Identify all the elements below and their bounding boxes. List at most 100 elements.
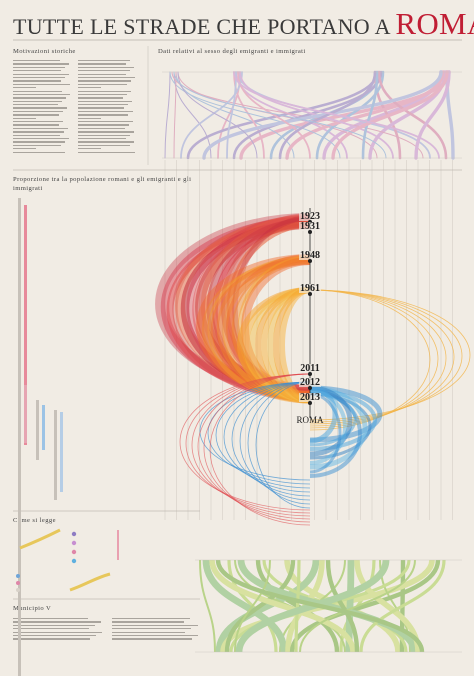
motivazioni-text-column-2	[78, 60, 136, 155]
year-label-bg	[299, 222, 321, 231]
text-line	[112, 628, 192, 630]
text-line	[13, 151, 66, 153]
population-bar	[36, 400, 39, 460]
text-line	[13, 104, 59, 106]
year-label-2011: 2011	[300, 363, 319, 374]
sex-distribution-axis	[162, 71, 462, 159]
migration-arc	[199, 381, 311, 481]
sex-flow	[226, 71, 237, 159]
text-line	[78, 107, 124, 109]
sex-flow	[331, 70, 449, 160]
sex-flow	[232, 70, 383, 160]
text-line	[13, 100, 63, 102]
sex-flow	[164, 71, 171, 159]
migration-arc	[231, 381, 311, 497]
sex-flow	[239, 70, 451, 160]
legend-dot	[71, 531, 77, 537]
text-line	[78, 93, 128, 96]
legend-dot	[71, 549, 77, 555]
migration-arc	[309, 385, 353, 457]
migration-arc	[215, 381, 311, 489]
year-label-bg	[299, 393, 321, 402]
text-line	[78, 137, 126, 140]
roma-center-label: ROMA	[296, 415, 324, 425]
text-line	[78, 134, 130, 136]
green-flow	[202, 559, 288, 653]
text-line	[112, 621, 184, 623]
text-line	[13, 628, 89, 630]
legend-dot	[16, 588, 20, 592]
year-label-bg	[299, 378, 321, 387]
text-line	[78, 127, 125, 130]
legend-dot	[16, 581, 20, 585]
text-line	[78, 83, 127, 86]
year-dot	[308, 372, 312, 376]
migration-arc	[309, 392, 342, 474]
sex-flow	[377, 70, 448, 160]
text-line	[13, 624, 95, 627]
text-line	[112, 631, 185, 633]
sex-flow	[173, 71, 177, 159]
legend-dot	[71, 558, 77, 564]
year-dot	[308, 259, 312, 263]
year-label-bg	[299, 284, 321, 293]
year-label-bg	[299, 364, 321, 373]
legend-sample-flow	[69, 572, 111, 592]
text-line	[78, 148, 102, 150]
text-line	[13, 638, 90, 640]
green-flow	[199, 559, 216, 653]
text-line	[78, 63, 126, 65]
migration-arc	[201, 257, 311, 402]
legend-sample-flow	[19, 528, 61, 550]
migration-arc	[172, 215, 311, 402]
migration-arc	[309, 289, 439, 429]
text-line	[78, 114, 129, 116]
legend-dot	[16, 574, 20, 578]
population-bar	[54, 410, 57, 500]
year-label-bg	[299, 251, 321, 260]
green-flow	[234, 559, 271, 653]
migration-arc	[247, 381, 311, 505]
text-line	[78, 144, 131, 147]
text-line	[13, 634, 96, 637]
text-line	[78, 70, 131, 72]
migration-arc	[309, 289, 447, 427]
text-line	[13, 137, 69, 140]
population-bar	[42, 405, 45, 450]
migration-arc	[209, 373, 311, 526]
population-bars	[18, 198, 63, 676]
text-line	[78, 73, 127, 75]
text-line	[78, 104, 128, 106]
text-line	[13, 97, 67, 99]
migration-arc	[255, 381, 311, 509]
text-line	[78, 131, 134, 133]
text-line	[13, 87, 37, 89]
green-flow	[224, 559, 296, 653]
text-line	[13, 131, 65, 133]
green-flow	[294, 559, 301, 653]
population-bar	[60, 412, 63, 492]
text-line	[78, 141, 135, 143]
text-line	[13, 73, 70, 75]
text-line	[78, 66, 135, 69]
text-line	[13, 618, 88, 620]
migration-arc	[239, 381, 311, 501]
text-line	[13, 76, 66, 79]
year-dot	[308, 292, 312, 296]
text-line	[13, 110, 63, 113]
legend-dot	[71, 540, 77, 546]
sex-flow	[278, 70, 377, 160]
municipio-text-column-2	[112, 618, 202, 642]
bottom-flows	[199, 559, 446, 653]
text-line	[78, 124, 130, 126]
poster-title: TUTTE LE STRADE CHE PORTANO A ROMA	[13, 6, 474, 42]
migration-arc	[185, 373, 311, 514]
sex-flow	[173, 71, 387, 159]
section-dati-sesso-heading: Dati relativi al sesso degli emigranti e…	[158, 48, 306, 55]
sex-flow	[285, 70, 445, 160]
text-line	[78, 90, 132, 92]
text-line	[13, 621, 102, 623]
